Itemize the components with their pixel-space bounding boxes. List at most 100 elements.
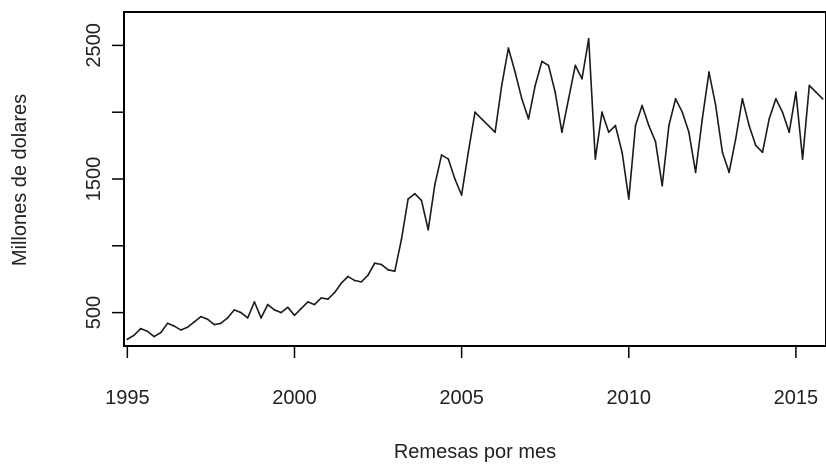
data-point <box>781 111 784 114</box>
data-point <box>621 151 623 154</box>
data-point <box>815 91 817 94</box>
data-point <box>494 131 496 134</box>
data-point <box>407 198 410 200</box>
data-point <box>654 140 657 143</box>
y-axis: 500 1500 2500 <box>83 23 125 329</box>
data-point <box>514 71 517 74</box>
x-tick-label: 1995 <box>105 387 150 409</box>
data-point <box>721 151 724 154</box>
x-axis-title: Remesas por mes <box>394 441 556 463</box>
data-point <box>601 111 603 114</box>
data-point <box>534 84 537 87</box>
x-tick-label: 2000 <box>272 387 317 409</box>
data-point <box>427 228 430 231</box>
data-point <box>454 178 456 180</box>
data-point <box>146 330 149 333</box>
data-point <box>340 282 343 285</box>
data-point <box>674 97 677 100</box>
data-point <box>734 138 737 140</box>
data-point <box>701 117 704 120</box>
data-point <box>253 301 256 303</box>
data-points <box>126 37 824 341</box>
data-point <box>714 104 717 107</box>
data-point <box>166 322 169 325</box>
data-point <box>153 335 155 338</box>
data-point <box>433 183 436 186</box>
data-point <box>286 306 289 309</box>
data-point <box>821 97 824 100</box>
data-point <box>554 91 557 94</box>
data-point <box>380 263 383 266</box>
data-point <box>246 317 249 319</box>
data-point <box>500 84 503 87</box>
data-point <box>393 270 396 273</box>
data-point <box>788 131 791 134</box>
data-point <box>520 97 523 100</box>
data-point <box>634 124 637 127</box>
x-tick-label: 2005 <box>439 387 484 409</box>
data-point <box>681 111 684 114</box>
data-point <box>240 311 242 314</box>
data-point <box>133 334 135 337</box>
data-point <box>728 171 730 174</box>
data-point <box>808 84 811 87</box>
data-point <box>139 327 142 330</box>
data-point <box>193 321 196 323</box>
data-point <box>768 117 771 120</box>
data-point <box>694 171 697 174</box>
data-point <box>627 198 630 200</box>
data-point <box>387 268 389 271</box>
y-tick-label: 500 <box>83 296 105 329</box>
data-point <box>774 97 777 100</box>
x-tick-label: 2015 <box>774 387 819 409</box>
data-point <box>574 64 577 67</box>
data-point <box>373 262 376 265</box>
data-point <box>795 91 797 94</box>
data-point <box>313 303 316 306</box>
data-point <box>186 326 189 329</box>
data-point <box>266 303 269 306</box>
data-point <box>347 275 349 278</box>
series-line <box>126 37 824 340</box>
data-point <box>567 97 570 100</box>
data-point <box>199 315 202 318</box>
data-point <box>587 37 590 40</box>
data-point <box>581 77 583 80</box>
data-point <box>748 124 751 127</box>
y-tick-label: 1500 <box>83 157 105 202</box>
data-point <box>179 329 182 331</box>
data-point <box>540 60 543 63</box>
x-axis: 1995 2000 2005 2010 2015 <box>105 345 819 409</box>
y-tick-label: 2500 <box>83 23 105 68</box>
data-point <box>474 111 476 114</box>
data-point <box>320 297 323 299</box>
x-tick-label: 2010 <box>607 387 652 409</box>
data-point <box>460 194 463 196</box>
data-point <box>273 309 276 311</box>
data-point <box>306 301 309 303</box>
plot-frame <box>123 11 826 347</box>
data-point <box>487 124 490 127</box>
data-point <box>413 192 416 195</box>
data-point <box>741 97 744 100</box>
data-point <box>260 317 262 319</box>
data-point <box>667 124 670 127</box>
data-point <box>607 131 610 134</box>
data-point <box>527 117 530 120</box>
data-point <box>507 47 510 49</box>
data-point <box>440 154 443 156</box>
data-point <box>688 131 690 134</box>
data-point <box>561 131 563 134</box>
data-point <box>480 117 483 120</box>
data-point <box>367 274 369 277</box>
data-point <box>647 124 650 127</box>
data-point <box>126 338 129 341</box>
data-point <box>233 309 236 311</box>
data-point <box>447 158 450 160</box>
data-point <box>360 280 363 283</box>
data-point <box>213 323 216 326</box>
data-point <box>400 238 403 241</box>
data-point <box>754 144 757 147</box>
data-point <box>220 322 222 325</box>
